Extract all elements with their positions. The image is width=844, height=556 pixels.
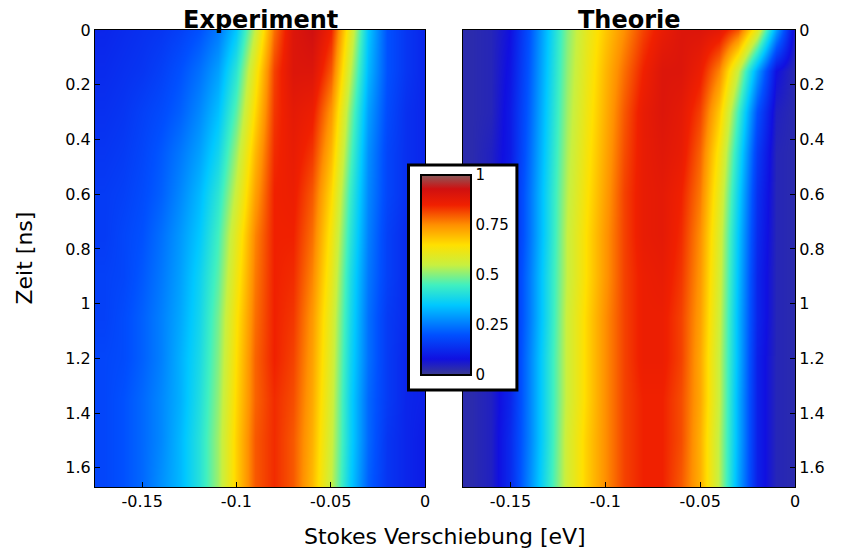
- svg-text:0.6: 0.6: [799, 185, 824, 204]
- svg-text:0: 0: [476, 366, 486, 384]
- svg-text:-0.05: -0.05: [679, 492, 720, 511]
- svg-text:0.4: 0.4: [65, 130, 90, 149]
- svg-text:0.6: 0.6: [65, 185, 90, 204]
- svg-text:Theorie: Theorie: [578, 6, 681, 34]
- svg-text:0.8: 0.8: [799, 240, 824, 259]
- svg-text:0.8: 0.8: [65, 240, 90, 259]
- svg-text:0: 0: [420, 492, 430, 511]
- svg-text:1.6: 1.6: [65, 458, 90, 477]
- svg-text:Experiment: Experiment: [183, 6, 338, 34]
- svg-text:0: 0: [799, 21, 809, 40]
- svg-text:1: 1: [81, 294, 91, 313]
- svg-text:0.2: 0.2: [799, 75, 824, 94]
- svg-text:1.6: 1.6: [799, 458, 824, 477]
- svg-text:-0.1: -0.1: [590, 492, 621, 511]
- svg-text:-0.05: -0.05: [310, 492, 351, 511]
- svg-text:1: 1: [476, 166, 486, 184]
- svg-text:1.4: 1.4: [65, 404, 90, 423]
- svg-text:Stokes Verschiebung [eV]: Stokes Verschiebung [eV]: [304, 524, 586, 549]
- svg-text:1.2: 1.2: [65, 349, 90, 368]
- svg-text:0.75: 0.75: [476, 216, 509, 234]
- svg-text:0: 0: [81, 21, 91, 40]
- svg-text:0.25: 0.25: [476, 316, 509, 334]
- svg-text:-0.1: -0.1: [221, 492, 252, 511]
- svg-text:1.2: 1.2: [799, 349, 824, 368]
- svg-text:0.5: 0.5: [476, 266, 500, 284]
- svg-text:-0.15: -0.15: [490, 492, 531, 511]
- svg-text:1: 1: [799, 294, 809, 313]
- svg-text:0: 0: [790, 492, 800, 511]
- svg-text:0.4: 0.4: [799, 130, 824, 149]
- svg-text:Zeit [ns]: Zeit [ns]: [12, 212, 37, 305]
- svg-text:-0.15: -0.15: [121, 492, 162, 511]
- svg-text:1.4: 1.4: [799, 404, 824, 423]
- svg-text:0.2: 0.2: [65, 75, 90, 94]
